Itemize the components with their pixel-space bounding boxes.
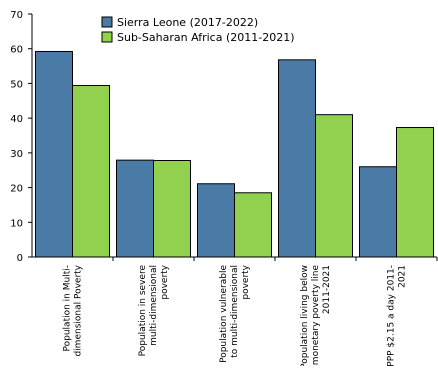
bar-sierra-leone [35, 50, 73, 258]
y-tick-label: 50 [10, 79, 23, 90]
category-label-line: poverty [160, 264, 170, 299]
bar-sub-saharan-africa [234, 192, 272, 258]
category-label: Population vulnerable to multi-dimensiona… [219, 264, 251, 363]
legend-swatch [101, 31, 113, 43]
category-label-line: 2011-2021 [322, 265, 332, 314]
y-tick-label: 30 [10, 149, 23, 160]
bar-sub-saharan-africa [396, 127, 434, 258]
bar-sierra-leone [197, 183, 235, 258]
category-label-line: Population in severe [138, 265, 148, 357]
y-tick-label: 20 [10, 184, 23, 195]
legend-swatch [101, 16, 113, 28]
category-label-line: dimensional Poverty [74, 264, 84, 356]
category-label-line: poverty [241, 264, 251, 299]
y-tick-label: 40 [10, 114, 23, 125]
category-label: Population in severe multi-dimensional pov… [138, 264, 170, 356]
legend-label: Sierra Leone (2017-2022) [117, 16, 258, 29]
y-tick-label: 10 [10, 218, 23, 229]
bar-sub-saharan-africa [153, 159, 191, 258]
y-tick-label: 70 [10, 10, 23, 21]
bar-sierra-leone [278, 59, 316, 258]
category-label-line: to multi-dimensional [230, 265, 240, 358]
category-label-line: Population living below [300, 265, 310, 366]
bar-sub-saharan-africa [72, 85, 110, 258]
y-tick-label: 0 [17, 253, 23, 264]
category-label-line: PPP $2.15 a day 2011- [387, 265, 397, 366]
legend-label: Sub-Saharan Africa (2011-2021) [117, 31, 294, 44]
category-label-line: multi-dimensional [149, 265, 159, 346]
y-tick-label: 60 [10, 45, 23, 56]
category-label: Population in Multi-dimensional Poverty [63, 264, 84, 356]
bar-sub-saharan-africa [315, 114, 353, 258]
category-label-line: Population in Multi- [63, 265, 73, 351]
bar-sierra-leone [116, 159, 154, 258]
category-label-line: Population vulnerable [219, 265, 229, 363]
category-label: PPP $2.15 a day 2011- 2021 [387, 265, 408, 367]
category-label-line: monetary poverty line [311, 265, 321, 366]
bar-sierra-leone [359, 166, 397, 258]
category-label: Population living below monetary poverty … [300, 265, 332, 369]
category-label-line: 2021 [398, 265, 408, 288]
